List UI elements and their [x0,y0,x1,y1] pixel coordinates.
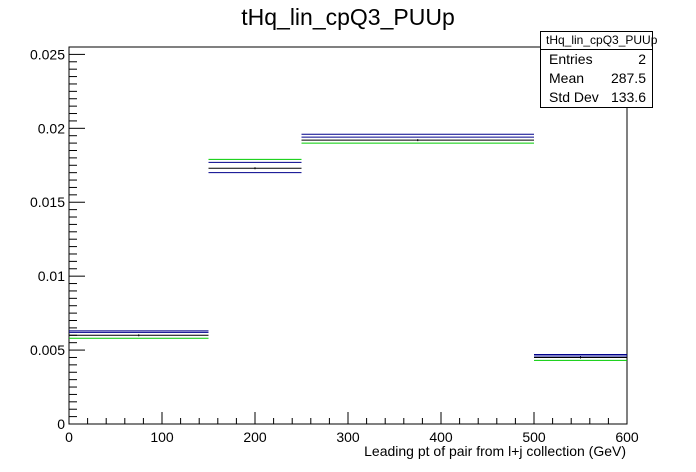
x-tick-label: 0 [65,429,73,445]
stats-entries-value: 2 [638,51,646,67]
stats-mean-value: 287.5 [610,70,646,86]
x-tick-label: 600 [615,429,639,445]
stats-mean-label: Mean [549,70,585,86]
y-tick-label: 0.025 [30,46,65,62]
x-axis-label: Leading pt of pair from l+j collection (… [364,443,626,459]
stats-entries-label: Entries [549,51,593,67]
x-tick-label: 300 [336,429,360,445]
y-tick-label: 0.005 [30,342,65,358]
x-tick-label: 500 [522,429,546,445]
stats-row-stddev: Std Dev 133.6 [541,88,652,107]
stats-stddev-label: Std Dev [549,89,599,105]
y-tick-label: 0 [57,416,65,432]
stats-row-mean: Mean 287.5 [541,69,652,88]
stats-row-entries: Entries 2 [541,50,652,69]
x-tick-label: 200 [243,429,267,445]
chart-title: tHq_lin_cpQ3_PUUp [241,4,455,30]
y-tick-label: 0.01 [38,268,65,284]
y-tick-label: 0.02 [38,120,65,136]
x-tick-label: 100 [150,429,174,445]
stats-title: tHq_lin_cpQ3_PUUp [541,32,657,50]
stats-stddev-value: 133.6 [610,89,646,105]
y-tick-label: 0.015 [30,194,65,210]
stats-box: tHq_lin_cpQ3_PUUp Entries 2 Mean 287.5 S… [540,31,657,108]
x-tick-label: 400 [429,429,453,445]
